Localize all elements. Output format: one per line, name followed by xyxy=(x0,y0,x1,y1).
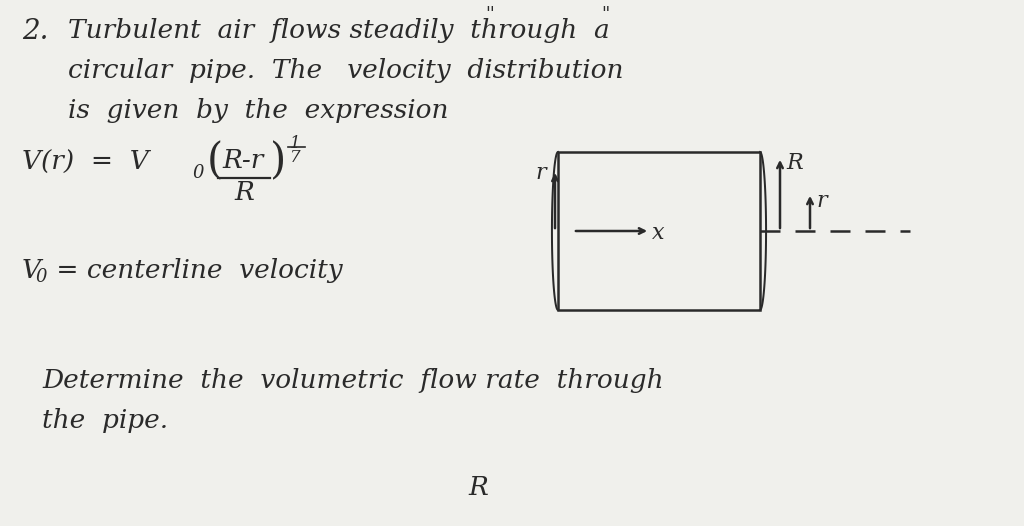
Text: ": " xyxy=(601,6,609,24)
Text: R-r: R-r xyxy=(222,148,263,173)
Text: '': '' xyxy=(485,6,495,24)
Text: = centerline  velocity: = centerline velocity xyxy=(48,258,343,283)
Text: (: ( xyxy=(207,140,223,182)
Text: is  given  by  the  expression: is given by the expression xyxy=(68,98,449,123)
Text: R: R xyxy=(786,152,803,174)
Text: R: R xyxy=(234,180,254,205)
Text: V: V xyxy=(22,258,41,283)
Text: V(r)  =  V: V(r) = V xyxy=(22,150,148,175)
Text: the  pipe.: the pipe. xyxy=(42,408,168,433)
Text: 2.: 2. xyxy=(22,18,48,45)
Text: ): ) xyxy=(270,140,287,182)
Bar xyxy=(558,152,760,310)
Text: circular  pipe.  The   velocity  distribution: circular pipe. The velocity distribution xyxy=(68,58,624,83)
Text: 0: 0 xyxy=(35,268,46,286)
Text: Turbulent  air  flows steadily  through  a: Turbulent air flows steadily through a xyxy=(68,18,609,43)
Text: 0: 0 xyxy=(193,164,204,182)
Text: r: r xyxy=(816,190,826,212)
Text: r: r xyxy=(535,162,546,184)
Text: R: R xyxy=(468,475,487,500)
Text: x: x xyxy=(652,222,665,244)
Text: Determine  the  volumetric  flow rate  through: Determine the volumetric flow rate throu… xyxy=(42,368,664,393)
Text: 7: 7 xyxy=(290,149,301,166)
Text: 1: 1 xyxy=(290,135,301,152)
